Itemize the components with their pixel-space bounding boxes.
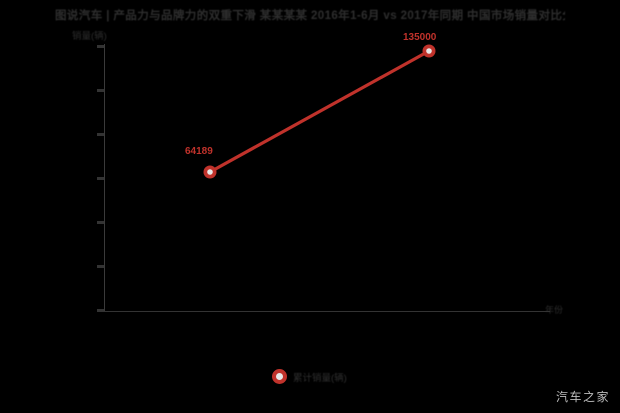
chart-legend[interactable]: 累计销量(辆) (272, 369, 347, 384)
watermark: 汽车之家 (555, 390, 610, 404)
y-axis-tick (97, 177, 104, 180)
data-label: 64189 (185, 146, 213, 157)
data-point-marker-inner (207, 169, 213, 175)
y-axis-title: 销量(辆) (72, 31, 107, 42)
data-label: 135000 (403, 32, 437, 43)
y-axis-tick (97, 45, 104, 48)
data-point-marker-inner (426, 48, 432, 54)
y-axis-line (104, 44, 105, 312)
circle-marker-icon (272, 369, 287, 384)
x-axis-line (98, 311, 550, 312)
series-line (209, 49, 430, 174)
y-axis-tick (97, 265, 104, 268)
legend-item-label: 累计销量(辆) (293, 372, 347, 384)
chart-title: 图说汽车 | 产品力与品牌力的双重下滑 某某某某 2016年1-6月 vs 20… (55, 10, 565, 22)
y-axis-tick (97, 133, 104, 136)
y-axis-tick (97, 309, 104, 312)
x-axis-title: 年份 (545, 305, 564, 315)
y-axis-tick (97, 89, 104, 92)
y-axis-tick (97, 221, 104, 224)
